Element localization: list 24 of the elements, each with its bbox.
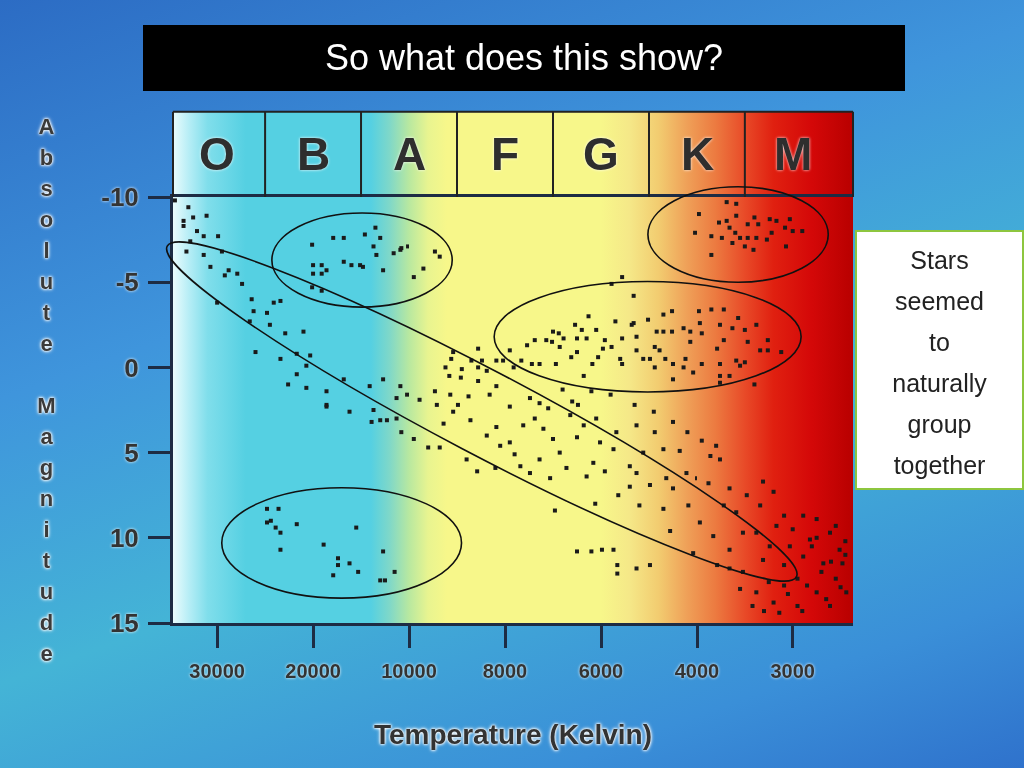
x-tick-label: 10000 [381, 660, 437, 682]
text: K [681, 128, 715, 180]
x-axis-title: Temperature (Kelvin) [374, 718, 652, 752]
y-tick-label: 0 [124, 352, 139, 383]
x-tick-label: 4000 [674, 660, 720, 682]
text: G [583, 128, 619, 180]
y-tick-label: 15 [109, 608, 139, 639]
text: So what does this show? [143, 25, 905, 91]
y-tick-label: -5 [115, 267, 139, 298]
y-tick-label: 5 [124, 437, 139, 468]
text: A [393, 128, 427, 180]
y-tick-label: -10 [101, 182, 139, 213]
x-tick-label: 3000 [770, 660, 815, 682]
text: O [199, 128, 235, 180]
y-axis-title: Absolute Magnitude [33, 114, 59, 672]
x-tick-label: 6000 [578, 660, 624, 682]
text: F [491, 128, 520, 180]
text: M [774, 128, 813, 180]
text: B [297, 128, 331, 180]
x-tick-label: 20000 [285, 660, 341, 682]
x-tick-label: 30000 [189, 660, 245, 682]
x-tick-label: 8000 [482, 660, 528, 682]
text: Stars seemed to naturally group together [892, 245, 987, 481]
y-tick-label: 10 [109, 522, 139, 553]
